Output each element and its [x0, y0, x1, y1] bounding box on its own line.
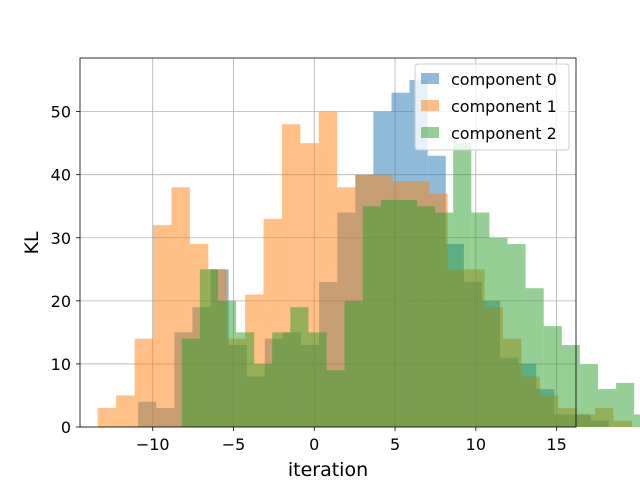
- histogram-bar: [616, 382, 635, 427]
- histogram-bar: [326, 370, 345, 427]
- series-2-bars: [181, 143, 640, 427]
- legend-label-component-0: component 0: [451, 70, 557, 89]
- histogram-bar: [417, 206, 436, 427]
- x-tick-label: −10: [136, 435, 170, 454]
- histogram-bar: [597, 389, 617, 427]
- y-tick-label: 0: [61, 418, 71, 437]
- legend-swatch-component-0: [421, 73, 439, 84]
- legend-swatch-component-2: [421, 127, 439, 138]
- legend-frame: [414, 63, 570, 151]
- histogram-bar: [489, 237, 508, 427]
- histogram-bar: [507, 244, 526, 427]
- plot-frame: [79, 57, 577, 428]
- histogram-bar: [525, 288, 544, 427]
- y-tick-label: 10: [51, 355, 71, 374]
- histogram-bar: [116, 395, 135, 427]
- histogram-bar: [217, 300, 237, 427]
- histogram-bar: [134, 338, 154, 427]
- histogram-bar: [634, 414, 640, 427]
- histogram-bars: [97, 80, 640, 428]
- x-tick-label: −5: [222, 435, 246, 454]
- histogram-bar: [181, 338, 200, 427]
- y-tick-label: 20: [51, 292, 71, 311]
- y-tick-label: 50: [51, 103, 71, 122]
- x-axis-label: iteration: [288, 459, 368, 480]
- legend: component 0 component 1 component 2: [414, 63, 570, 151]
- histogram-bar: [362, 206, 381, 427]
- y-tick-label: 30: [51, 229, 71, 248]
- histogram-bar: [236, 332, 255, 427]
- histogram-bar: [543, 326, 562, 427]
- histogram-bar: [153, 225, 172, 427]
- legend-label-component-1: component 1: [451, 97, 557, 116]
- axis-ticks: −10 −5 0 5 10 15 0 10 20 30 40 50: [51, 103, 567, 454]
- histogram-bar: [344, 300, 363, 427]
- histogram-bar: [380, 199, 399, 427]
- y-axis-label: KL: [21, 231, 43, 254]
- histogram-bar: [453, 143, 472, 427]
- histogram-bar: [290, 307, 309, 427]
- histogram-bar: [199, 269, 218, 427]
- histogram-bar: [97, 408, 117, 427]
- histogram-bar: [272, 332, 291, 427]
- x-tick-label: 10: [466, 435, 486, 454]
- histogram-bar: [308, 332, 327, 427]
- histogram-bar: [254, 363, 273, 427]
- legend-swatch-component-1: [421, 100, 439, 111]
- x-tick-label: 15: [546, 435, 566, 454]
- histogram-bar: [435, 212, 454, 427]
- legend-label-component-2: component 2: [451, 124, 557, 143]
- x-tick-label: 5: [390, 435, 400, 454]
- histogram-bar: [471, 212, 490, 427]
- histogram-bar: [561, 345, 580, 427]
- histogram-bar: [398, 199, 418, 427]
- y-tick-label: 40: [51, 166, 71, 185]
- histogram-bar: [579, 363, 598, 427]
- x-tick-label: 0: [309, 435, 319, 454]
